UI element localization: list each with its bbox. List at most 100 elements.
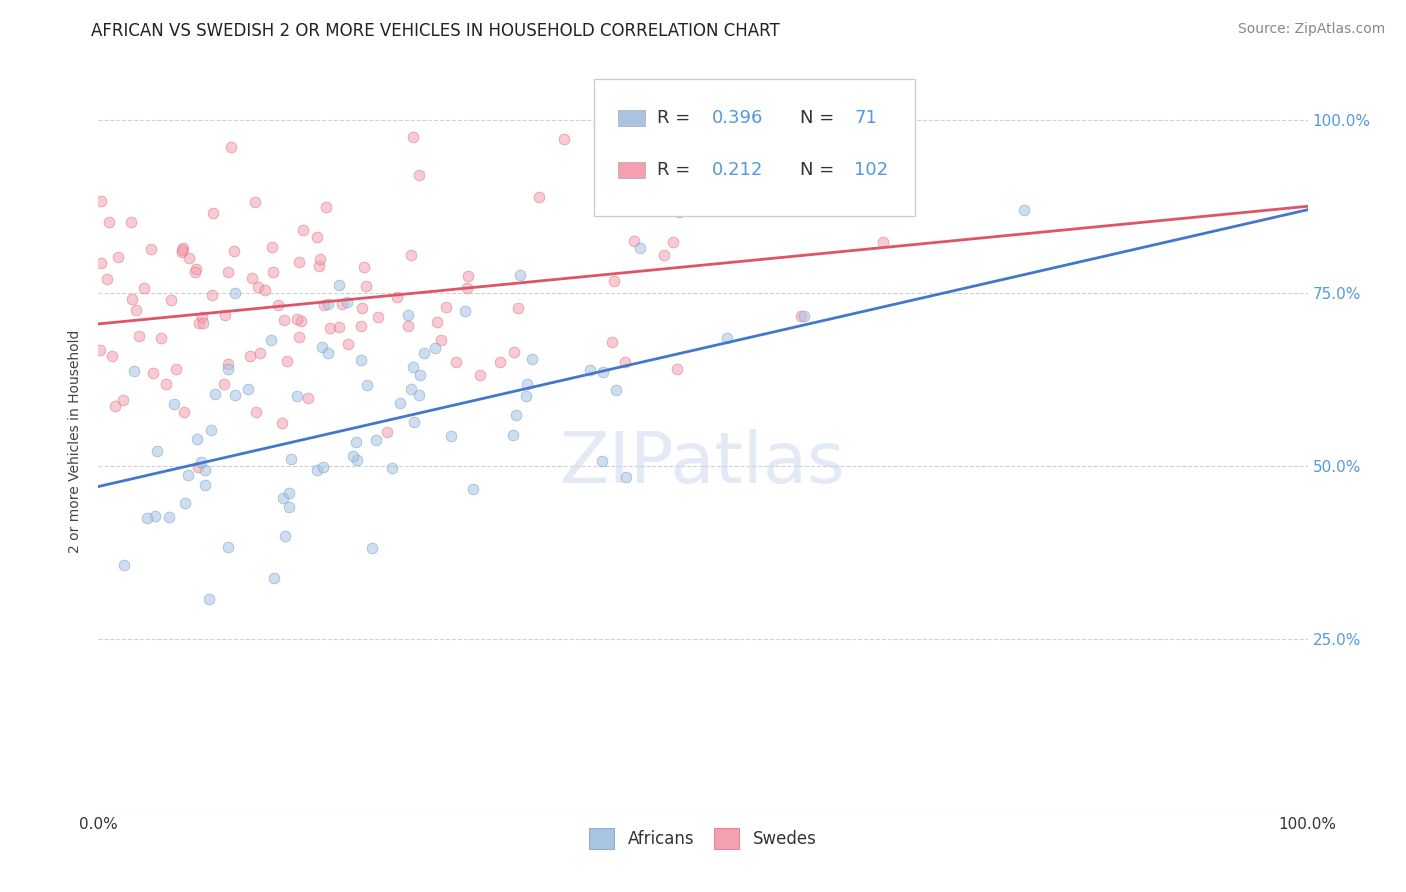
Point xyxy=(409,368,432,382)
Point xyxy=(190,310,212,324)
Point xyxy=(120,215,142,229)
Point xyxy=(401,247,423,261)
Point xyxy=(184,262,207,277)
Point xyxy=(112,558,135,573)
Point xyxy=(367,310,389,324)
Point xyxy=(312,460,335,475)
Point xyxy=(278,486,301,500)
Point xyxy=(337,337,360,351)
Point xyxy=(364,433,387,447)
Point xyxy=(177,251,200,265)
Point xyxy=(260,333,283,347)
Point xyxy=(592,366,614,380)
Text: 0.212: 0.212 xyxy=(711,161,763,178)
Point xyxy=(90,194,112,208)
Point xyxy=(344,434,367,449)
Point xyxy=(190,455,212,469)
Point xyxy=(262,265,284,279)
Point xyxy=(173,405,195,419)
Point xyxy=(454,304,477,318)
Point xyxy=(790,310,813,324)
Point xyxy=(165,362,187,376)
Text: 0.396: 0.396 xyxy=(711,109,763,127)
Point xyxy=(267,298,290,312)
Point xyxy=(605,383,627,397)
Point xyxy=(240,270,263,285)
Point xyxy=(456,281,478,295)
Point xyxy=(197,592,219,607)
Point xyxy=(423,341,446,355)
FancyBboxPatch shape xyxy=(595,78,915,216)
Point xyxy=(155,377,177,392)
Point xyxy=(201,206,224,220)
Point xyxy=(468,368,491,383)
Point xyxy=(354,279,377,293)
Point xyxy=(270,416,292,430)
Point xyxy=(191,316,214,330)
Point xyxy=(602,334,624,349)
Point xyxy=(136,511,159,525)
Point xyxy=(515,389,537,403)
Point xyxy=(652,247,675,261)
Point xyxy=(353,260,375,275)
Point xyxy=(402,130,425,145)
Point xyxy=(222,244,245,259)
Point xyxy=(163,396,186,410)
Point xyxy=(440,429,463,443)
Point xyxy=(285,389,308,403)
Point xyxy=(614,355,637,369)
Point xyxy=(361,541,384,555)
Point xyxy=(315,200,337,214)
Point xyxy=(278,500,301,515)
Point xyxy=(402,415,425,429)
Point xyxy=(263,570,285,584)
Point xyxy=(522,352,544,367)
Point xyxy=(328,319,350,334)
Point xyxy=(314,298,336,312)
Point xyxy=(157,509,180,524)
Text: ZIPatlas: ZIPatlas xyxy=(560,429,846,499)
Point xyxy=(97,215,120,229)
Point xyxy=(412,346,434,360)
Point xyxy=(104,400,127,414)
Point xyxy=(665,362,688,376)
Point xyxy=(159,293,181,307)
Point xyxy=(506,301,529,315)
Point xyxy=(381,461,404,475)
Point xyxy=(96,272,118,286)
Point xyxy=(122,364,145,378)
Point xyxy=(375,425,398,440)
Point xyxy=(503,345,526,359)
Point xyxy=(245,195,267,210)
Point xyxy=(429,333,451,347)
Point xyxy=(249,345,271,359)
Point xyxy=(200,423,222,437)
Point xyxy=(319,321,342,335)
Point xyxy=(489,354,512,368)
Point xyxy=(141,242,163,256)
Point xyxy=(579,363,602,377)
Point xyxy=(444,355,467,369)
Point xyxy=(434,300,457,314)
FancyBboxPatch shape xyxy=(619,110,645,126)
Point xyxy=(172,241,194,255)
Point xyxy=(695,199,717,213)
Point xyxy=(245,405,267,419)
Point xyxy=(308,252,330,267)
Point xyxy=(591,454,613,468)
Point xyxy=(328,278,350,293)
Point xyxy=(236,383,259,397)
Point xyxy=(239,349,262,363)
Point xyxy=(336,295,359,310)
Point xyxy=(224,285,246,300)
Point xyxy=(89,343,111,357)
Point xyxy=(342,450,364,464)
Point xyxy=(408,388,430,402)
Text: AFRICAN VS SWEDISH 2 OR MORE VEHICLES IN HOUSEHOLD CORRELATION CHART: AFRICAN VS SWEDISH 2 OR MORE VEHICLES IN… xyxy=(91,22,780,40)
Point xyxy=(170,243,193,257)
Point xyxy=(553,132,575,146)
Point xyxy=(174,496,197,510)
Point xyxy=(217,265,239,279)
FancyBboxPatch shape xyxy=(619,161,645,178)
Point xyxy=(356,377,378,392)
